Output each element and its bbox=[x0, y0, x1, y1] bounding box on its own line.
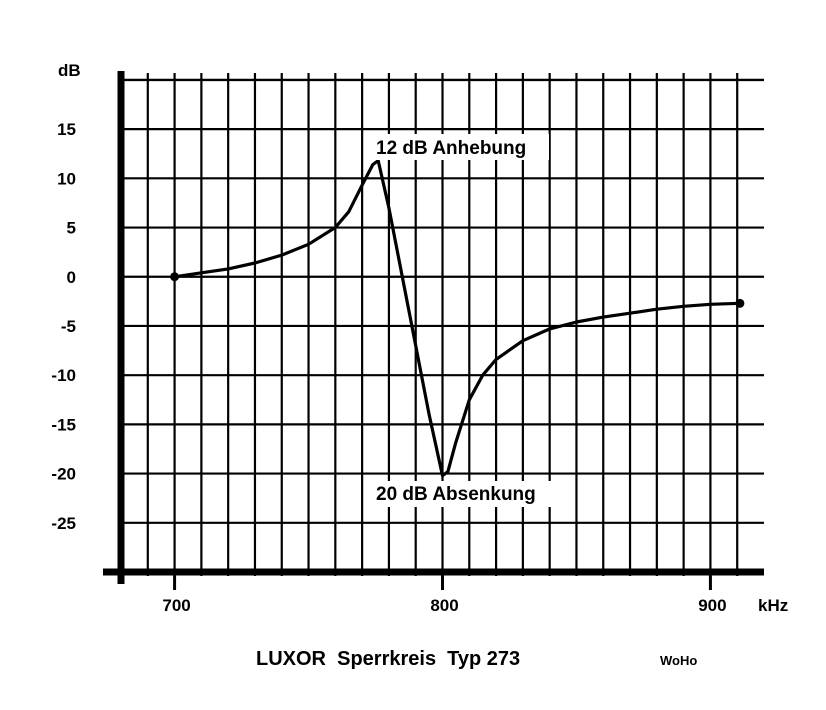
y-tick-label: 10 bbox=[57, 169, 76, 188]
x-axis-label: kHz bbox=[758, 596, 788, 615]
annotation-background bbox=[373, 481, 557, 507]
series bbox=[170, 159, 745, 478]
response-curve bbox=[173, 159, 742, 478]
annotation-dip: 20 dB Absenkung bbox=[376, 484, 536, 505]
y-tick-label: -15 bbox=[51, 415, 76, 434]
y-tick-label: -10 bbox=[51, 366, 76, 385]
x-tick-label: 900 bbox=[698, 596, 726, 615]
annotation-peak: 12 dB Anhebung bbox=[376, 138, 526, 159]
signature: WoHo bbox=[660, 653, 697, 668]
y-tick-label: -25 bbox=[51, 514, 76, 533]
y-tick-label: 5 bbox=[67, 219, 76, 238]
y-axis-label: dB bbox=[58, 61, 81, 80]
y-tick-label: -5 bbox=[61, 317, 76, 336]
chart-title: LUXOR Sperrkreis Typ 273 bbox=[256, 648, 520, 670]
x-tick-label: 700 bbox=[162, 596, 190, 615]
y-tick-label: 15 bbox=[57, 120, 76, 139]
axes bbox=[103, 71, 764, 590]
curve-end-point bbox=[735, 298, 745, 308]
y-tick-label: -20 bbox=[51, 465, 76, 484]
labels: 15 10 5 0 -5 -10 -15 -20 -25 700 800 900 12 dB Anheb… bbox=[51, 120, 726, 615]
curve-start-point bbox=[170, 272, 180, 282]
x-tick-label: 800 bbox=[430, 596, 458, 615]
y-tick-label: 0 bbox=[67, 268, 76, 287]
annotation-background bbox=[373, 134, 549, 160]
